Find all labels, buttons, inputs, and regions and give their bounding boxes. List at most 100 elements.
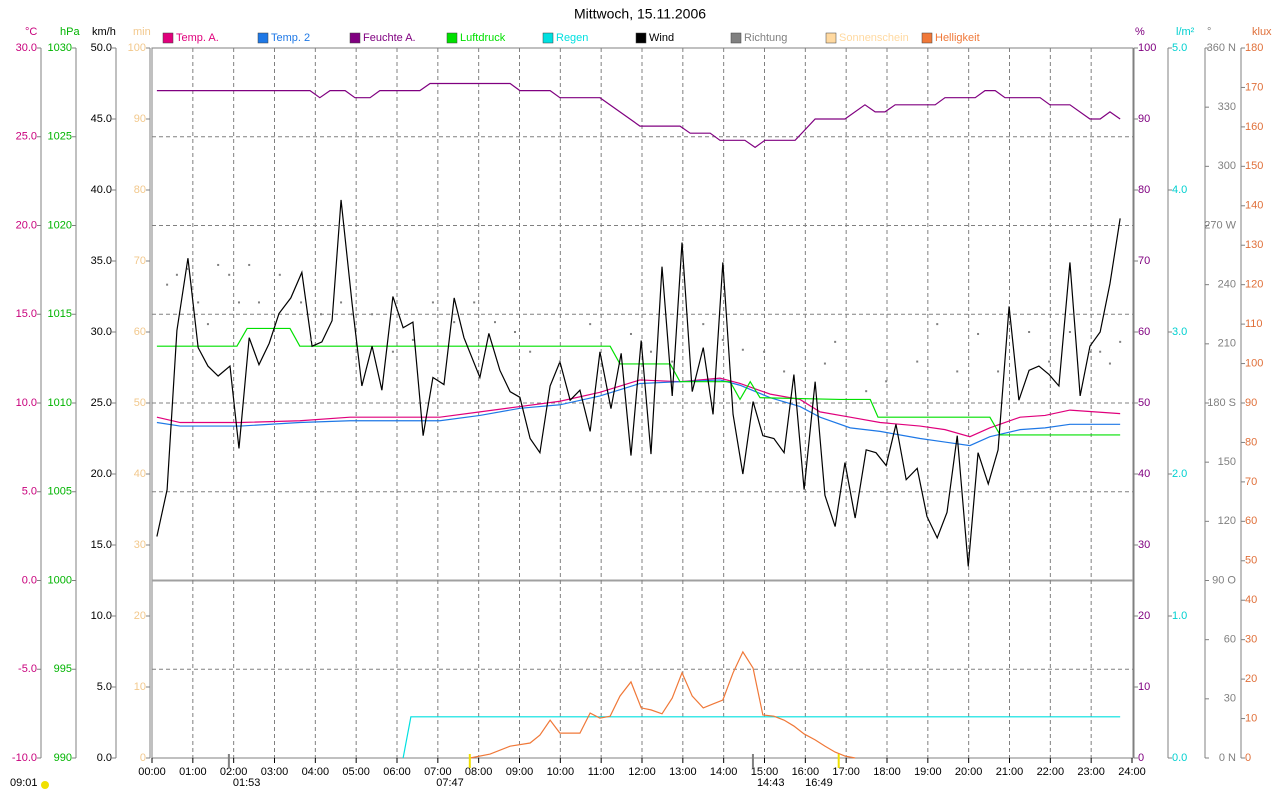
y-tick-label: 120 [1245,279,1263,291]
legend-swatch [921,32,933,44]
series-line [156,327,1121,436]
point [916,360,919,363]
chart-title: Mittwoch, 15.11.2006 [574,6,706,22]
y-tick-label: 150 [1218,456,1236,468]
y-tick-label: 70 [1245,476,1257,488]
point [1099,350,1102,353]
y-tick-label: 1015 [48,308,72,320]
point [391,350,394,353]
y-tick-label: 80 [134,184,146,196]
y-tick-label: 130 [1245,239,1263,251]
legend-label: Feuchte A. [363,32,416,44]
x-tick-label: 07:00 [424,766,452,778]
y-tick-label: 0 [1138,752,1144,764]
point [783,370,786,373]
y-tick-label: 0.0 [22,574,37,586]
y-tick-label: 20.0 [16,219,37,231]
y-tick-label: 240 [1218,279,1236,291]
y-tick-label: 1000 [48,574,72,586]
annotation-label: 14:43 [757,777,785,789]
x-tick-label: 02:00 [220,766,248,778]
y-tick-label: 180 S [1207,397,1236,409]
y-tick-label: 110 [1245,318,1263,330]
y-tick-label: 60 [1245,515,1257,527]
x-tick-label: 22:00 [1037,766,1065,778]
point [206,323,209,326]
legend-label: Helligkeit [935,32,980,44]
legend-swatch [162,32,174,44]
axis-unit: % [1135,26,1145,38]
point [823,362,826,365]
point [997,370,1000,373]
x-tick-label: 00:00 [138,766,166,778]
axis-unit: min [133,26,151,38]
y-tick-label: 1025 [48,131,72,143]
y-tick-label: 45.0 [91,113,112,125]
y-tick-label: 30 [134,539,146,551]
point [166,283,169,286]
y-tick-label: 5.0 [97,681,112,693]
y-tick-label: 20 [134,610,146,622]
day-length: 09:01 [10,777,38,789]
y-tick-label: 30 [1138,539,1150,551]
point [1119,340,1122,343]
y-tick-label: 995 [54,663,72,675]
y-tick-label: 0 [1245,752,1251,764]
x-tick-label: 08:00 [465,766,493,778]
y-tick-label: 25.0 [16,131,37,143]
y-tick-label: 0.0 [1172,752,1187,764]
point [320,313,323,316]
point [411,338,414,341]
y-tick-label: -5.0 [18,663,37,675]
point [248,263,251,266]
point [257,301,260,304]
y-tick-label: 3.0 [1172,326,1187,338]
x-tick-label: 15:00 [751,766,779,778]
y-tick-label: 10.0 [16,397,37,409]
y-tick-label: 360 N [1207,42,1236,54]
legend-label: Temp. A. [176,32,219,44]
y-tick-label: 160 [1245,121,1263,133]
y-tick-label: 90 [1245,397,1257,409]
y-tick-label: 40 [134,468,146,480]
legend-swatch [349,32,361,44]
y-tick-label: 1.0 [1172,610,1187,622]
legend-swatch [825,32,837,44]
point [936,323,939,326]
legend-swatch [446,32,458,44]
y-tick-label: 30 [1224,693,1236,705]
series-line [469,650,856,759]
x-tick-label: 13:00 [669,766,697,778]
series-line [156,379,1121,447]
point [741,348,744,351]
y-tick-label: 15.0 [91,539,112,551]
point [431,301,434,304]
y-tick-label: 90 [134,113,146,125]
x-tick-label: 09:00 [506,766,534,778]
point [197,301,200,304]
x-tick-label: 24:00 [1118,766,1146,778]
y-tick-label: 40 [1138,468,1150,480]
y-tick-label: 60 [134,326,146,338]
point [300,301,303,304]
annotation-label: 01:53 [233,777,261,789]
point [721,338,724,341]
legend-label: Sonnenschein [839,32,909,44]
y-tick-label: 60 [1224,634,1236,646]
x-tick-label: 21:00 [996,766,1024,778]
point [453,321,456,324]
y-tick-label: 25.0 [91,397,112,409]
point [529,350,532,353]
x-tick-label: 11:00 [588,766,615,778]
y-tick-label: 5.0 [1172,42,1187,54]
y-tick-label: 180 [1245,42,1263,54]
point [589,323,592,326]
y-tick-label: 100 [1138,42,1156,54]
point [702,323,705,326]
legend-swatch [257,32,269,44]
y-tick-label: 10 [1138,681,1150,693]
y-tick-label: 990 [54,752,72,764]
y-tick-label: 20 [1138,610,1150,622]
